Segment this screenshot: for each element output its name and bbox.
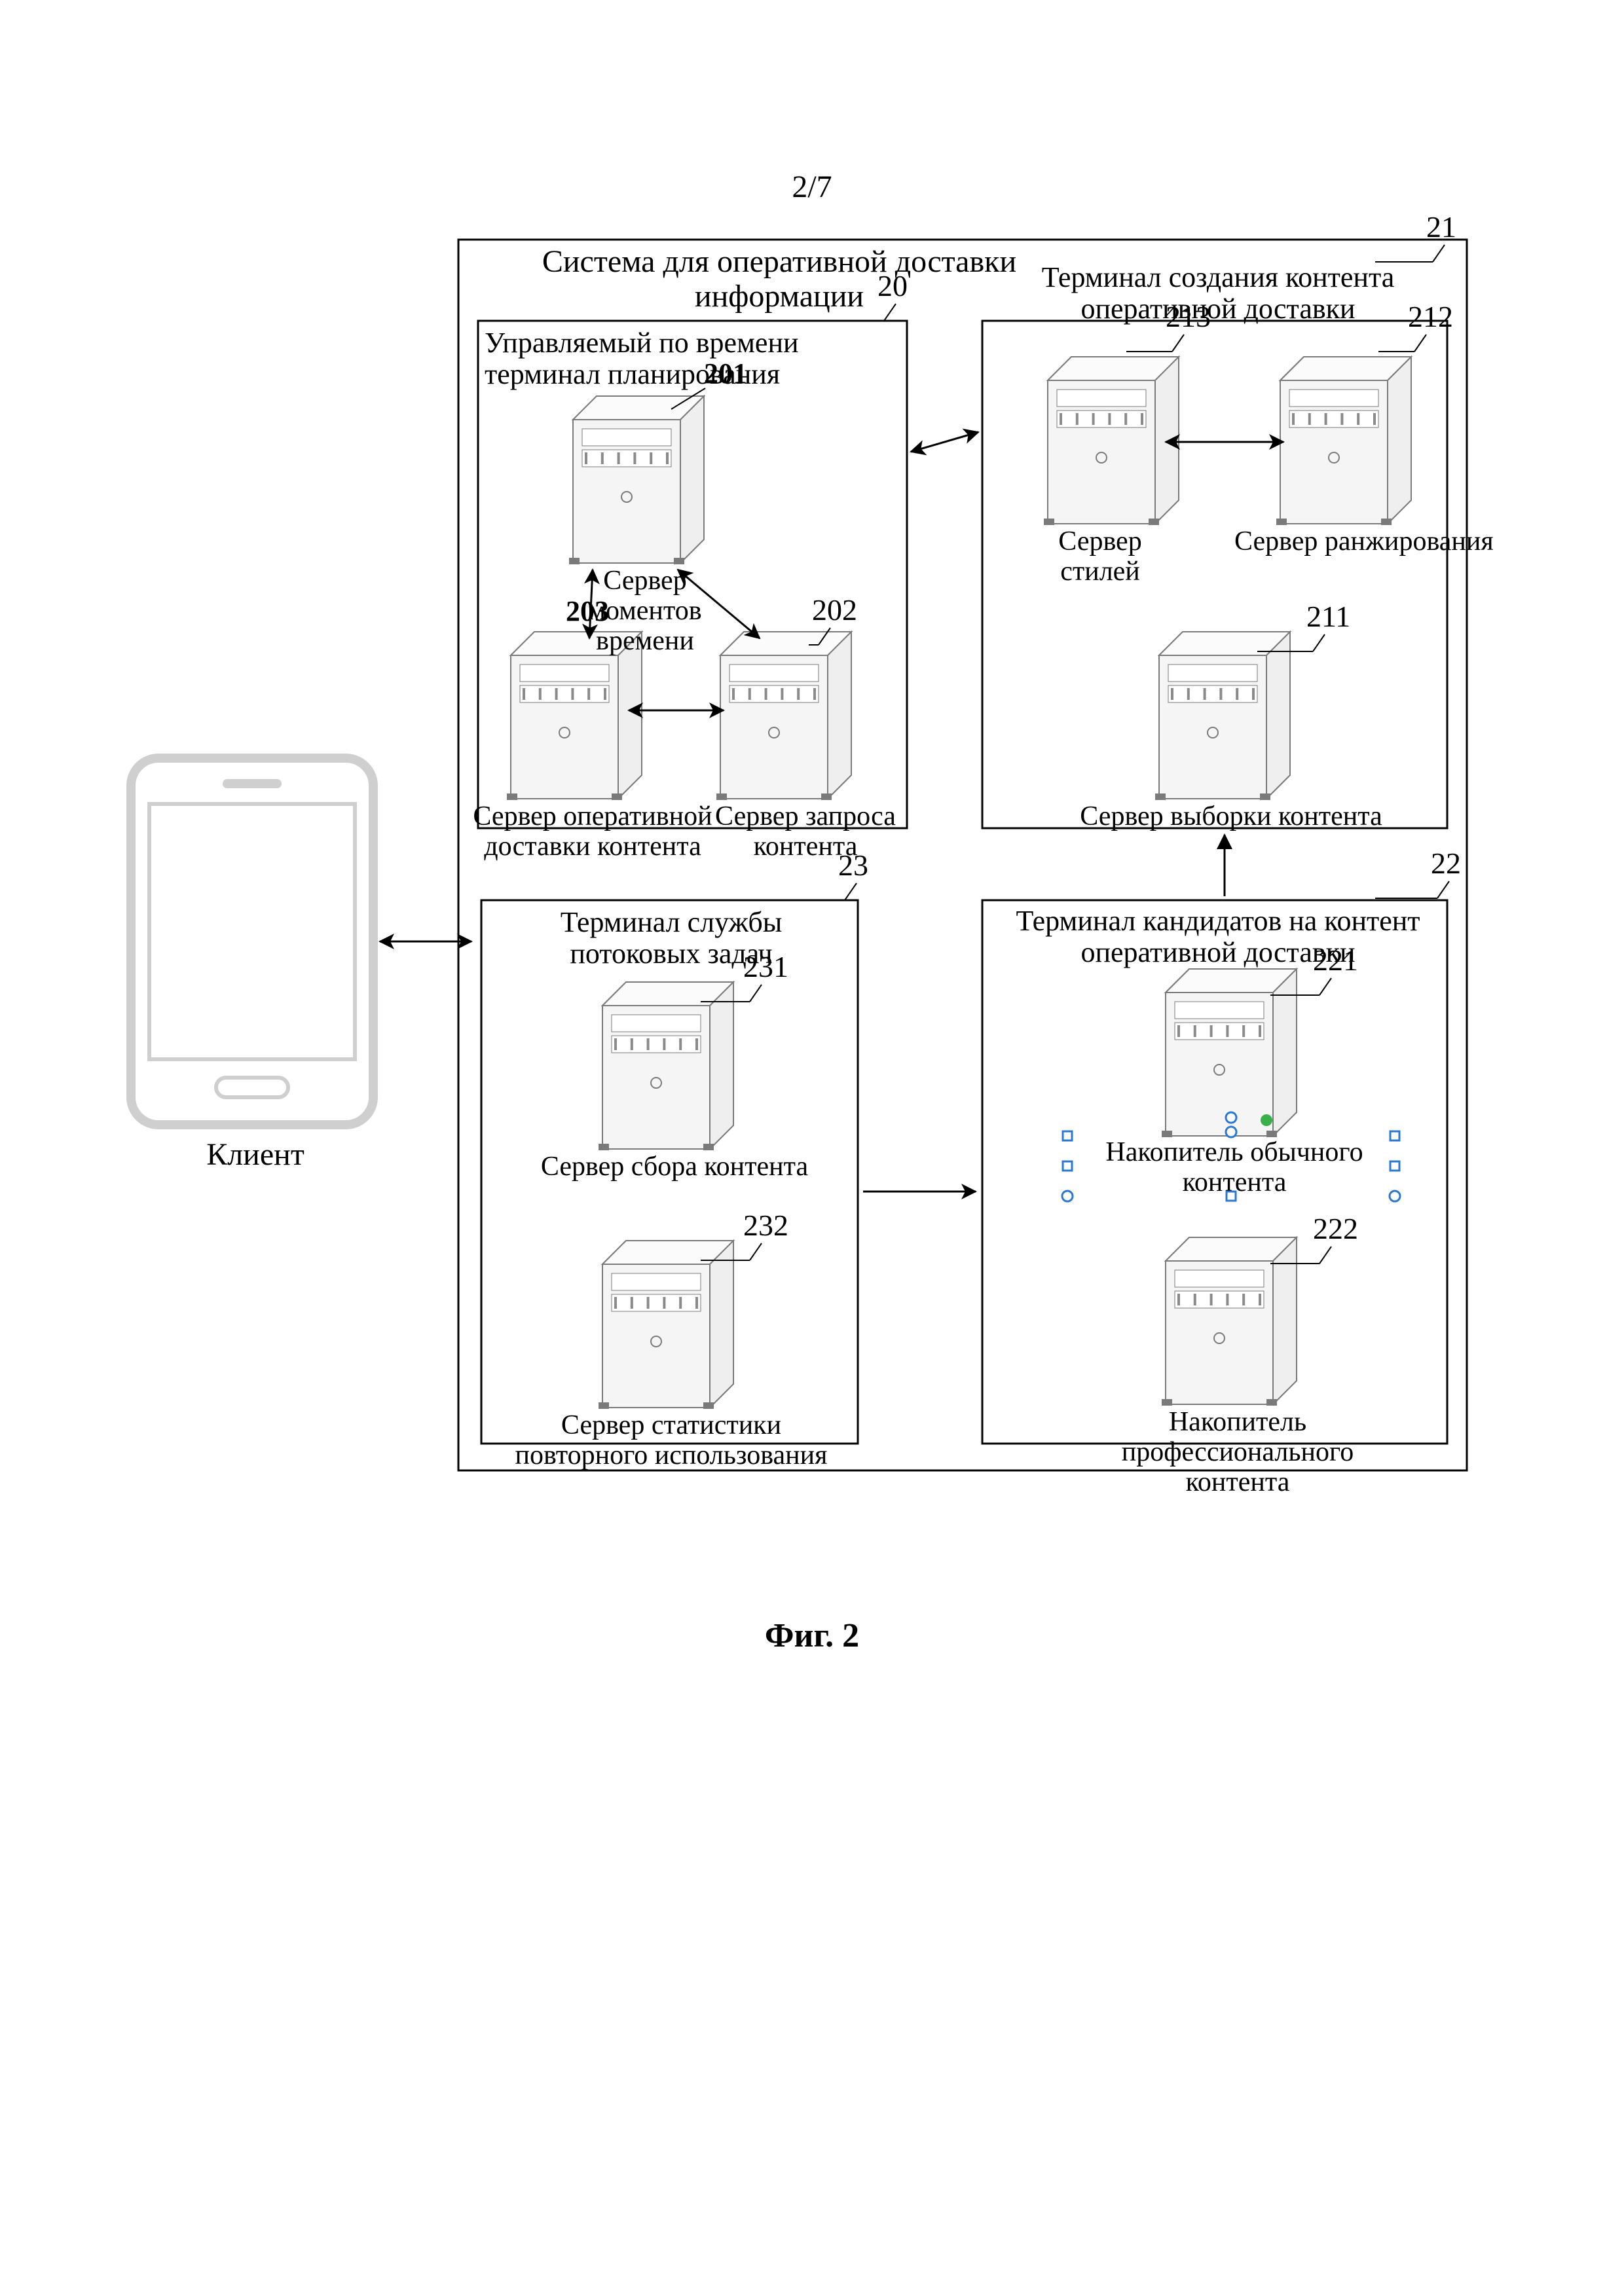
server-232 <box>599 1241 733 1409</box>
server-211 <box>1155 632 1290 800</box>
label-222: Накопительпрофессиональногоконтента <box>1067 1407 1408 1498</box>
box20-title: Управляемый по временитерминал планирова… <box>485 327 851 391</box>
server-231 <box>599 982 733 1150</box>
label-211: Сервер выборки контента <box>1074 801 1388 831</box>
ref-232-ref: 232 <box>743 1209 835 1243</box>
ref-201: 201 <box>704 358 783 390</box>
ref-211-ref: 211 <box>1306 600 1398 634</box>
page-number: 2/7 <box>760 170 864 205</box>
ref-21-ref: 21 <box>1426 211 1518 244</box>
ref-231-ref: 231 <box>743 951 835 984</box>
label-203: Сервер оперативнойдоставки контента <box>471 801 714 862</box>
label-202: Сервер запросаконтента <box>701 801 910 862</box>
server-201 <box>569 396 704 564</box>
label-212: Сервер ранжирования <box>1234 526 1496 556</box>
ref-222-ref: 222 <box>1313 1212 1405 1246</box>
client-label: Клиент <box>157 1138 354 1173</box>
ref-221-ref: 221 <box>1313 944 1405 977</box>
ref-213-ref: 213 <box>1166 301 1257 334</box>
server-203 <box>507 632 642 800</box>
ref-22-ref: 22 <box>1431 847 1522 881</box>
arrowhead-22-to-21 <box>1217 833 1232 849</box>
selection-handle <box>1226 1127 1236 1137</box>
label-232: Сервер статистикиповторного использовани… <box>494 1410 848 1470</box>
client-device <box>131 758 373 1125</box>
status-dot <box>1261 1114 1272 1126</box>
server-202 <box>716 632 851 800</box>
server-222 <box>1162 1237 1297 1406</box>
20-21 <box>911 432 978 452</box>
server-212 <box>1276 357 1411 525</box>
label-213: Серверстилей <box>1028 526 1172 587</box>
server-213 <box>1044 357 1179 525</box>
ref-212-ref: 212 <box>1408 301 1500 334</box>
label-221: Накопитель обычногоконтента <box>1064 1137 1405 1197</box>
ref-20-ref: 20 <box>877 270 969 303</box>
figure-caption: Фиг. 2 <box>733 1617 891 1654</box>
ref-202-ref: 202 <box>812 594 904 627</box>
selection-handle <box>1226 1112 1236 1123</box>
label-231: Сервер сбора контента <box>527 1152 822 1182</box>
ref-203: 203 <box>537 596 609 627</box>
